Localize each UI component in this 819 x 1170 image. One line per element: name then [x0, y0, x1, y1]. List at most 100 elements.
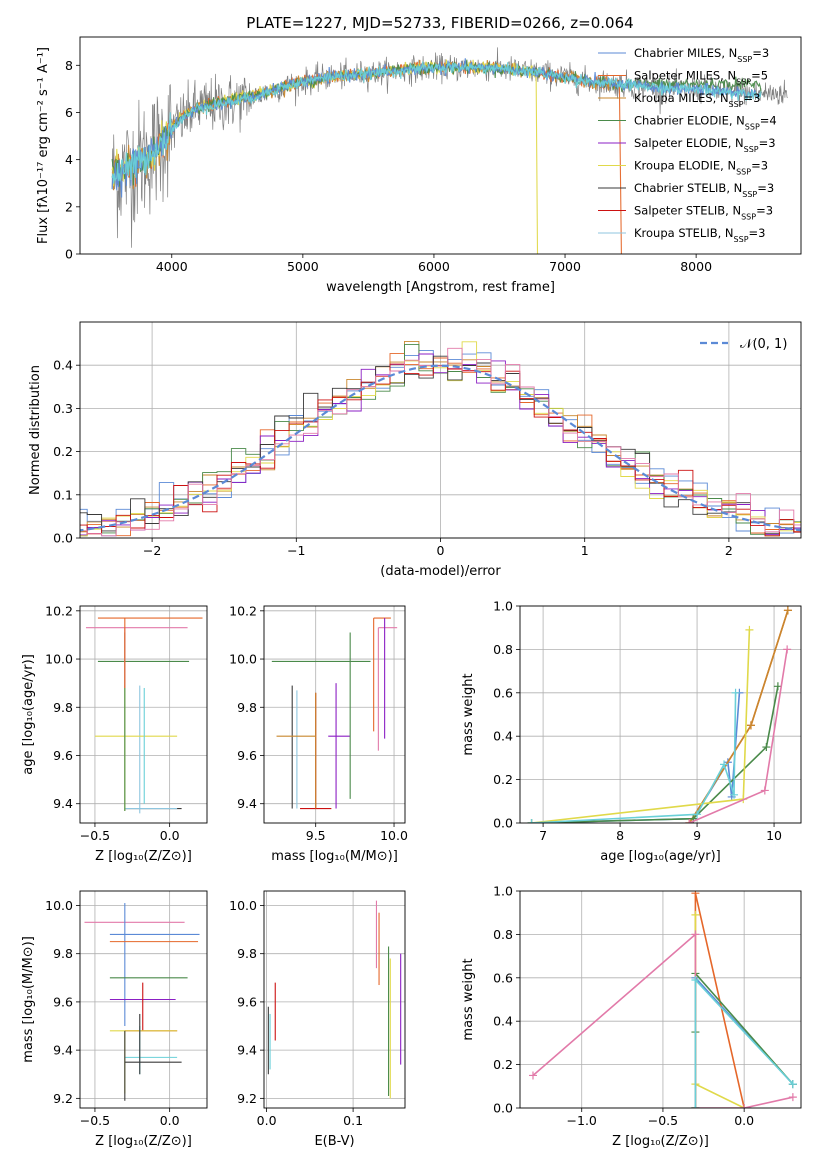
y-axis-label: Flux [fλ10⁻¹⁷ erg cm⁻² s⁻¹ A⁻¹]: [36, 47, 51, 244]
plus-marker: [762, 743, 771, 752]
panel-residuals: −2 −1 0 1 2 0.0 0.1 0.2 0.3 0.4 (data-model)/error…: [28, 321, 802, 579]
mass-weight-line: [532, 932, 794, 1108]
y-tick-label: 2: [65, 199, 73, 214]
x-tick-label: −2: [143, 543, 161, 558]
legend-label: Chabrier ELODIE, NSSP=4: [634, 114, 777, 132]
y-tick-label: 9.4: [237, 796, 257, 811]
y-axis-label: mass [log₁₀(M/M⊙)]: [21, 936, 36, 1063]
legend-label: Chabrier MILES, NSSP=3: [634, 46, 769, 64]
error-point: [94, 685, 178, 811]
plus-marker: [691, 930, 700, 939]
y-tick-label: 10.0: [229, 652, 257, 667]
y-tick-label: 9.4: [53, 796, 73, 811]
plus-marker: [783, 606, 792, 615]
plus-marker: [691, 910, 700, 919]
x-tick-label: 0.0: [160, 1113, 180, 1128]
residual-histogram: [80, 340, 801, 532]
error-point: [271, 632, 371, 799]
axes-frame: [263, 890, 406, 1109]
plot-area-mass-weight-vs-z: [528, 891, 797, 1108]
error-point: [124, 1013, 182, 1075]
model-spectrum: [111, 59, 539, 254]
y-axis-label: age [log₁₀(age/yr)]: [21, 654, 36, 775]
model-spectrum: [111, 61, 762, 184]
y-tick-label: 0.6: [493, 970, 513, 985]
x-tick-label: 0.0: [257, 1113, 277, 1128]
axes-frame: [79, 890, 208, 1109]
error-point: [109, 903, 200, 1027]
legend-label: Kroupa STELIB, NSSP=3: [634, 226, 765, 244]
x-tick-label: 0.1: [343, 1113, 363, 1128]
y-tick-label: 9.8: [237, 700, 257, 715]
panel-mass-vs-z: −0.5 0.0 9.2 9.4 9.6 9.8 10.0 Z [log₁₀(Z/Z⊙)] ma…: [21, 890, 208, 1149]
y-tick-label: 9.8: [53, 946, 73, 961]
plus-marker: [788, 1093, 797, 1102]
y-tick-label: 4: [65, 152, 73, 167]
plus-marker: [730, 790, 739, 799]
x-tick-label: 0: [437, 543, 445, 558]
error-point: [124, 685, 178, 814]
y-tick-label: 0: [65, 247, 73, 262]
x-tick-label: 4000: [156, 259, 188, 274]
x-tick-label: 5000: [287, 259, 319, 274]
plot-area-spectrum: [111, 47, 788, 254]
legend-label: Kroupa ELODIE, NSSP=3: [634, 159, 768, 177]
panel-mass-vs-ebv: 0.0 0.1 9.2 9.4 9.6 9.8 10.0 E(B-V): [229, 890, 406, 1149]
y-tick-label: 10.0: [45, 898, 73, 913]
x-axis-label: age [log₁₀(age/yr)]: [600, 849, 721, 864]
x-axis-label: mass [log₁₀(M/M⊙)]: [271, 849, 398, 864]
mass-weight-line: [531, 629, 751, 823]
x-tick-label: 1: [581, 543, 589, 558]
x-tick-label: −1: [287, 543, 305, 558]
legend-label: Chabrier STELIB, NSSP=3: [634, 181, 774, 199]
y-tick-label: 10.0: [45, 652, 73, 667]
panel-mass-weight-vs-age: 7 8 9 10 0.0 0.2 0.4 0.6 0.8 1.0 age [log₁₀(age/yr…: [461, 599, 802, 864]
plus-marker: [745, 625, 754, 634]
y-tick-label: 8: [65, 58, 73, 73]
y-axis-label: Normed distribution: [28, 365, 43, 495]
panel-spectrum: 4000 5000 6000 7000 8000 0 2 4 6 8 wavelength [Ang…: [36, 36, 802, 295]
y-tick-label: 6: [65, 105, 73, 120]
legend: 𝒩(0, 1): [700, 337, 787, 352]
error-point: [85, 627, 188, 688]
y-tick-label: 9.6: [53, 748, 73, 763]
x-axis-label: Z [log₁₀(Z/Z⊙)]: [612, 1134, 709, 1149]
y-axis-label: mass weight: [461, 958, 476, 1040]
y-tick-label: 9.8: [53, 700, 73, 715]
error-point: [373, 617, 391, 732]
y-tick-label: 0.3: [53, 401, 73, 416]
x-tick-label: 9: [693, 828, 701, 843]
axes-frame: [79, 605, 208, 824]
x-tick-label: −0.5: [80, 828, 110, 843]
x-axis-label: E(B-V): [314, 1134, 354, 1149]
plot-area-age-vs-mass: [271, 617, 398, 810]
plus-marker: [691, 975, 700, 984]
y-tick-label: 9.6: [237, 994, 257, 1009]
plus-marker: [760, 786, 769, 795]
error-point: [328, 683, 351, 809]
plus-marker: [720, 760, 729, 769]
axes-frame: [79, 36, 802, 255]
plus-marker: [746, 721, 755, 730]
y-tick-label: 0.4: [53, 358, 73, 373]
model-spectrum: [111, 59, 762, 187]
y-tick-label: 0.2: [53, 444, 73, 459]
x-tick-label: 0.0: [734, 1113, 754, 1128]
y-tick-label: 0.8: [493, 642, 513, 657]
plus-marker: [527, 819, 536, 823]
x-axis-label: Z [log₁₀(Z/Z⊙)]: [95, 849, 192, 864]
panel-age-vs-z: −0.5 0.0 9.4 9.6 9.8 10.0 10.2 Z [log₁₀(Z/Z⊙)] a…: [21, 603, 208, 864]
mass-weight-line: [688, 610, 789, 823]
y-tick-label: 1.0: [493, 884, 513, 899]
axes-frame: [519, 890, 802, 1109]
y-tick-label: 9.2: [53, 1091, 73, 1106]
plus-marker: [783, 645, 792, 654]
error-point: [97, 617, 203, 688]
plot-area-mass-weight-vs-age: [527, 606, 792, 823]
x-tick-label: 9.5: [306, 828, 326, 843]
axes-frame: [519, 605, 802, 824]
plot-area-age-vs-z: [85, 617, 203, 814]
x-tick-label: −0.5: [648, 1113, 678, 1128]
plus-marker: [691, 1104, 700, 1108]
y-tick-label: 0.6: [493, 685, 513, 700]
